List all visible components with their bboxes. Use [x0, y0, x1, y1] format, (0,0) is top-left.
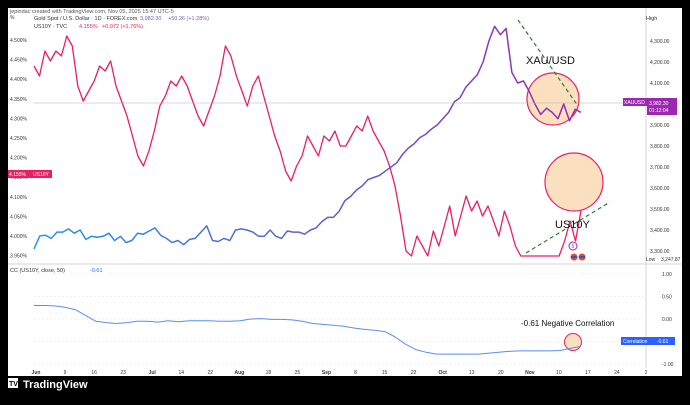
legend-us10y-name[interactable]: US10Y · TVC	[34, 24, 67, 30]
tradingview-logo-icon[interactable]	[8, 378, 18, 388]
tradingview-logo-glyph: TV	[9, 381, 18, 388]
flag-stripe-2	[579, 256, 585, 258]
us10y-value-badge-text: 4.155%	[9, 172, 27, 178]
corr-annotation[interactable]: -0.61 Negative Correlation	[521, 319, 614, 328]
y-left-tick-label: 3.950%	[10, 254, 28, 260]
x-tick-label: 18	[266, 370, 272, 376]
y-left-tick-label: 4.450%	[10, 58, 28, 64]
x-tick-label: 17	[585, 370, 591, 376]
y-left-tick-label: 4.000%	[10, 234, 28, 240]
percent-corner-label: %	[10, 15, 15, 21]
chart-frame: jepindac created with TradingView.com, N…	[6, 6, 684, 399]
x-tick-label: Jul	[149, 370, 157, 376]
us10y-symbol-badge-text: US10Y	[33, 172, 50, 178]
time-axis-panel	[8, 368, 682, 376]
x-tick-label: 16	[91, 370, 97, 376]
x-tick-label: 13	[469, 370, 475, 376]
y-right-tick-label: 3,900.00	[650, 123, 670, 129]
x-tick-label: 8	[354, 370, 357, 376]
y-left-tick-label: 4.300%	[10, 116, 28, 122]
x-tick-label: Nov	[525, 370, 535, 376]
scale-mode-label[interactable]: High	[646, 16, 657, 22]
y-left-tick-label: 4.050%	[10, 214, 28, 220]
xau-symbol-badge-text: XAUUSD	[624, 100, 645, 106]
correlation-series-line[interactable]	[34, 305, 582, 355]
legend-us10y-change: +0.072 (+1.76%)	[102, 24, 143, 30]
corr-label-badge	[621, 337, 653, 345]
legend-xau-name[interactable]: Gold Spot / U.S. Dollar · 1D · FOREX.com	[34, 16, 138, 22]
flag-stripe-1	[571, 256, 577, 258]
price-chart[interactable]: jepindac created with TradingView.com, N…	[6, 6, 684, 399]
x-tick-label: Sep	[322, 370, 331, 376]
y-left-tick-label: 4.250%	[10, 136, 28, 142]
indicator-label[interactable]: CC (US10Y, close, 50)	[10, 268, 65, 274]
event-marker-glyph: 5	[572, 244, 575, 250]
y-corr-tick-label: 1.00	[662, 272, 672, 278]
y-left-tick-label: 4.150%	[10, 175, 28, 181]
attribution-text: jepindac created with TradingView.com, N…	[9, 9, 174, 15]
y-corr-tick-label: 0.00	[662, 317, 672, 323]
low-value: 3,247.87	[661, 257, 681, 263]
y-left-tick-label: 4.200%	[10, 156, 28, 162]
corr-value-badge	[653, 337, 675, 345]
legend-xau-change: +50.26 (+1.28%)	[168, 16, 209, 22]
corr-highlight-circle	[564, 333, 582, 351]
y-right-tick-label: 4,200.00	[650, 60, 670, 66]
y-left-tick-label: 4.400%	[10, 77, 28, 83]
xau-price-badge-text: 3,982.30	[649, 101, 669, 107]
y-right-tick-label: 3,700.00	[650, 165, 670, 171]
x-tick-label: 25	[295, 370, 301, 376]
x-tick-label: Jun	[32, 370, 41, 376]
y-corr-tick-label: -1.00	[662, 362, 674, 368]
y-right-tick-label: 3,400.00	[650, 228, 670, 234]
event-marker-icon[interactable]	[568, 241, 578, 251]
y-left-tick-label: 4.350%	[10, 97, 28, 103]
x-tick-label: 23	[120, 370, 126, 376]
us10y-value-badge	[8, 170, 30, 178]
x-tick-label: 20	[498, 370, 504, 376]
xau-price-badge	[647, 98, 677, 115]
xau-annotation[interactable]: XAU/USD	[526, 55, 575, 67]
x-tick-label: 2	[645, 370, 648, 376]
x-tick-label: 10	[556, 370, 562, 376]
low-label: Low	[646, 257, 656, 263]
y-left-tick-label: 4.100%	[10, 195, 28, 201]
brand-name[interactable]: TradingView	[23, 379, 88, 391]
x-tick-label: 14	[178, 370, 184, 376]
legend-xau-value: 3,982.30	[140, 16, 161, 22]
x-tick-label: 22	[208, 370, 214, 376]
grid-lines	[34, 273, 646, 365]
y-left-tick-label: 4.500%	[10, 38, 28, 44]
us10y-series-line[interactable]	[33, 35, 582, 257]
indicator-value: -0.61	[90, 268, 103, 274]
x-tick-label: 15	[382, 370, 388, 376]
y-axis-left-ticks: 4.500% 4.450% 4.400% 4.350% 4.300% 4.250% 4.20…	[10, 38, 28, 260]
us10y-highlight-circle	[544, 152, 604, 212]
x-tick-label: 22	[411, 370, 417, 376]
y-corr-tick-label: 0.50	[662, 295, 672, 301]
xau-symbol-badge	[623, 98, 647, 106]
y-right-tick-label: 3,600.00	[650, 186, 670, 192]
xauusd-series-line[interactable]	[33, 25, 582, 250]
corr-label-badge-text: Correlation	[623, 339, 648, 345]
xau-downtrend-line[interactable]	[517, 19, 579, 107]
y-right-tick-label: 4,100.00	[650, 81, 670, 87]
x-tick-label: Aug	[234, 370, 244, 376]
us10y-symbol-badge	[30, 170, 52, 178]
us10y-annotation[interactable]: US10Y	[555, 219, 591, 231]
x-tick-label: 24	[614, 370, 620, 376]
corr-value-badge-text: -0.61	[657, 339, 669, 345]
y-right-tick-label: 3,500.00	[650, 207, 670, 213]
x-tick-label: Oct	[438, 370, 447, 376]
us10y-uptrend-line[interactable]	[525, 201, 611, 254]
xau-countdown-text: 01:12:04	[649, 108, 669, 114]
legend-us10y-value: 4.155%	[79, 24, 98, 30]
y-right-tick-label: 3,300.00	[650, 249, 670, 255]
x-tick-label: 9	[64, 370, 67, 376]
y-right-tick-label: 4,300.00	[650, 39, 670, 45]
y-right-tick-label: 3,800.00	[650, 144, 670, 150]
x-axis-ticks: Jun 9 16 23 Jul 14 22 Aug 18 25 Sep 8 15 22 Oct 13 20 Nov…	[32, 370, 648, 376]
